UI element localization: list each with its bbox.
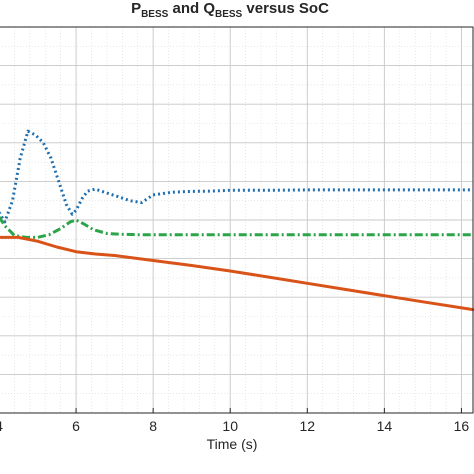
x-axis-ticks: 4 6 8 10 12 14 16 [0, 408, 469, 434]
x-tick-label: 14 [377, 418, 393, 434]
series-layer [0, 129, 474, 312]
series-line-solid [0, 235, 474, 312]
x-tick-label: 4 [0, 418, 3, 434]
x-tick-label: 6 [72, 418, 80, 434]
x-tick-label: 8 [149, 418, 157, 434]
title-part-2: and Q [168, 0, 215, 17]
title-part-4: versus SoC [242, 0, 329, 17]
title-part-0: P [131, 0, 141, 17]
chart-title: PBESS and QBESS versus SoC [131, 0, 329, 20]
x-axis-label: Time (s) [207, 436, 258, 452]
x-tick-label: 16 [454, 418, 470, 434]
major-grid [0, 26, 473, 414]
series-line-dashdot [0, 216, 473, 239]
plot-frame [0, 26, 474, 414]
x-tick-label: 12 [300, 418, 316, 434]
title-part-3: BESS [215, 9, 243, 20]
title-part-1: BESS [141, 9, 169, 20]
x-tick-label: 10 [222, 418, 238, 434]
